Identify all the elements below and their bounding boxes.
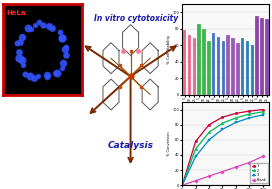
Bar	[197, 24, 201, 94]
Bar	[236, 43, 240, 94]
Blank	[181, 184, 184, 186]
Y-axis label: % Cell Viability: % Cell Viability	[167, 35, 171, 64]
X-axis label: Concentration(μg/ml): Concentration(μg/ml)	[206, 101, 245, 105]
2	[194, 148, 197, 150]
1	[234, 112, 237, 115]
1	[221, 116, 224, 118]
1	[181, 184, 184, 186]
3	[194, 155, 197, 158]
Bar	[183, 30, 187, 94]
Blank	[261, 155, 264, 158]
Bar	[193, 38, 196, 94]
Line: 1: 1	[181, 108, 264, 187]
Bar	[188, 35, 191, 94]
Line: 3: 3	[181, 114, 264, 187]
Bar	[212, 33, 215, 94]
Bar	[231, 38, 235, 94]
Blank	[207, 175, 211, 177]
1	[194, 140, 197, 143]
Text: Catalysis: Catalysis	[107, 141, 154, 150]
Bar	[251, 45, 254, 94]
Bar	[221, 41, 225, 94]
3	[207, 139, 211, 141]
1	[261, 108, 264, 111]
Bar	[260, 18, 264, 95]
3	[248, 117, 251, 119]
Bar	[207, 41, 211, 94]
2	[181, 184, 184, 186]
3	[221, 128, 224, 130]
Text: In vitro cytotoxicity: In vitro cytotoxicity	[94, 14, 178, 23]
Blank	[221, 170, 224, 173]
Bar	[217, 37, 220, 94]
Blank	[234, 166, 237, 168]
Legend: 1, 2, 3, Blank: 1, 2, 3, Blank	[251, 163, 268, 184]
3	[234, 121, 237, 124]
Blank	[248, 161, 251, 164]
Bar	[246, 41, 249, 94]
Line: 2: 2	[181, 111, 264, 187]
1	[207, 124, 211, 126]
2	[248, 113, 251, 115]
2	[261, 111, 264, 113]
2	[234, 117, 237, 119]
Line: Blank: Blank	[181, 155, 264, 187]
2	[221, 122, 224, 124]
Bar	[255, 16, 259, 94]
2	[207, 131, 211, 133]
Bar	[265, 19, 269, 94]
Blank	[194, 180, 197, 182]
Y-axis label: % Conversion: % Conversion	[167, 131, 171, 156]
Bar	[226, 35, 230, 94]
Text: HeLa: HeLa	[7, 10, 26, 16]
3	[181, 184, 184, 186]
Bar	[241, 38, 245, 94]
3	[261, 114, 264, 116]
Bar	[202, 29, 206, 94]
1	[248, 110, 251, 112]
